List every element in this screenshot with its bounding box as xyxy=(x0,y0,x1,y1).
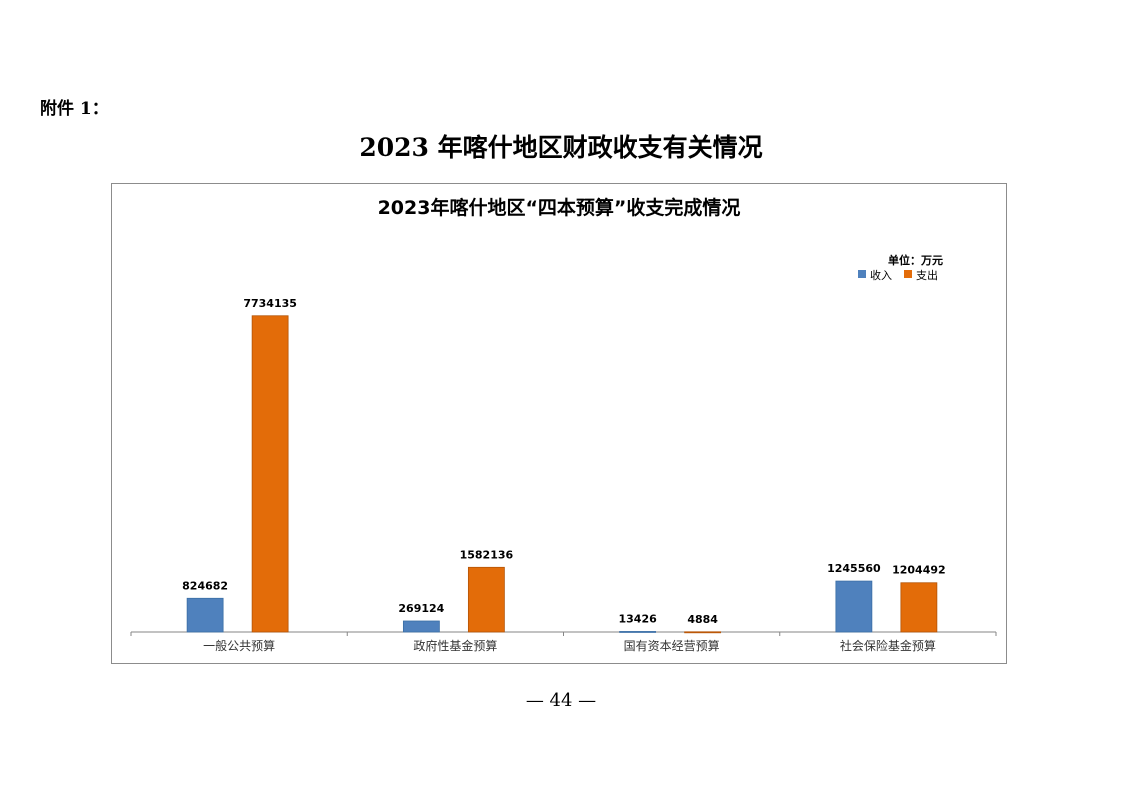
x-tick-label: 一般公共预算 xyxy=(203,638,275,653)
bar-收入 xyxy=(619,631,657,633)
plot-area: 一般公共预算 824682 7734135 政府性基金预算 269124 1582136 国… xyxy=(130,297,997,653)
unit-label: 单位：万元 xyxy=(888,253,943,267)
bar-收入 xyxy=(835,580,873,633)
data-label: 1204492 xyxy=(892,564,946,577)
data-label: 824682 xyxy=(182,579,228,592)
attachment-label: 附件 1： xyxy=(40,99,109,119)
bar-chart: 2023年喀什地区“四本预算”收支完成情况 单位：万元 收入 支出 一般公共预算 8… xyxy=(111,183,1007,664)
legend-label: 收入 xyxy=(870,268,892,282)
bar-支出 xyxy=(251,315,289,633)
x-tick-label: 社会保险基金预算 xyxy=(840,638,936,653)
x-tick-label: 政府性基金预算 xyxy=(413,638,497,653)
legend-label: 支出 xyxy=(916,268,938,282)
data-label: 269124 xyxy=(398,602,444,615)
page-number: — 44 — xyxy=(525,690,597,711)
data-label: 1582136 xyxy=(460,548,514,561)
bar-收入 xyxy=(402,620,440,633)
data-label: 13426 xyxy=(618,612,657,625)
legend-swatch xyxy=(858,270,866,278)
bar-支出 xyxy=(684,631,722,634)
data-label: 7734135 xyxy=(243,297,297,310)
bar-支出 xyxy=(467,566,505,633)
x-tick-label: 国有资本经营预算 xyxy=(624,638,720,653)
bar-支出 xyxy=(900,582,938,633)
data-label: 1245560 xyxy=(827,562,881,575)
data-label: 4884 xyxy=(687,613,718,626)
chart-title: 2023年喀什地区“四本预算”收支完成情况 xyxy=(378,196,741,219)
bar-收入 xyxy=(186,597,224,633)
document-title: 2023 年喀什地区财政收支有关情况 xyxy=(359,133,763,162)
legend-swatch xyxy=(904,270,912,278)
legend: 收入 支出 xyxy=(858,268,938,282)
